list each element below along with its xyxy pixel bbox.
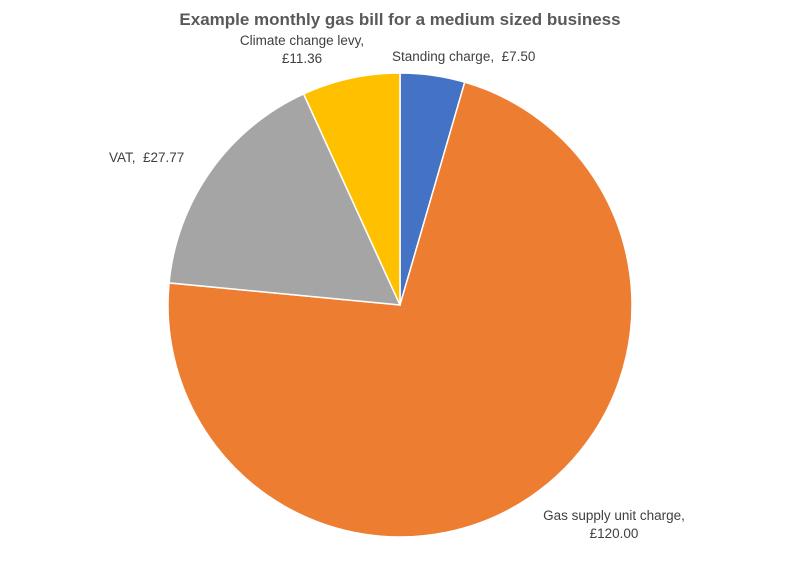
data-label-climate-change-levy: Climate change levy, £11.36	[240, 33, 364, 66]
data-label-standing-charge: Standing charge, £7.50	[392, 49, 535, 64]
pie-slice-vat	[168, 92, 402, 306]
data-label-gas-supply-unit-charge: Gas supply unit charge, £120.00	[543, 508, 685, 541]
slice-labels: Standing charge, £7.50 Gas supply unit ch…	[109, 33, 685, 541]
pie-slice-gas-supply-unit-charge	[167, 81, 633, 538]
chart-title: Example monthly gas bill for a medium si…	[179, 10, 620, 29]
pie-slice-climate-change-levy	[302, 72, 401, 306]
data-label-vat: VAT, £27.77	[109, 150, 184, 165]
pie-slices	[167, 72, 633, 538]
